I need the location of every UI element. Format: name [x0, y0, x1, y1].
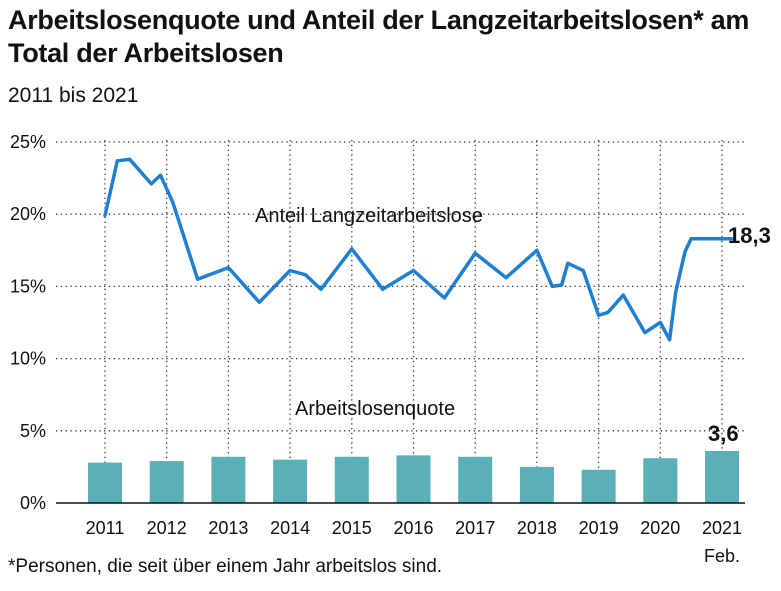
x-tick-label: 2019	[579, 518, 619, 538]
x-axis-ticks: 2011 2012 2013 2014 2015 2016 2017 2018 2019 2020…	[86, 518, 742, 566]
x-tick-label: 2014	[270, 518, 310, 538]
line-series-label: Anteil Langzeitarbeitslose	[255, 205, 483, 227]
y-tick-label: 5%	[20, 421, 46, 441]
bar-end-value-label: 3,6	[708, 421, 739, 446]
y-axis-ticks: 25% 20% 15% 10% 5% 0%	[10, 132, 46, 513]
x-tick-label: 2015	[332, 518, 372, 538]
bar-2011	[88, 462, 122, 503]
x-tick-label: 2018	[517, 518, 557, 538]
bar-2014	[273, 459, 308, 503]
footnote: *Personen, die seit über einem Jahr arbe…	[8, 556, 443, 577]
bar-2020	[643, 458, 678, 503]
bar-2015	[334, 456, 369, 503]
line-series-langzeit	[103, 157, 734, 342]
x-tick-label: 2017	[455, 518, 495, 538]
x-tick-label: 2016	[393, 518, 433, 538]
chart-title: Arbeitslosenquote und Anteil der Langzei…	[8, 5, 750, 68]
y-tick-label: 10%	[10, 349, 46, 369]
bar-2021	[705, 451, 739, 503]
y-tick-label: 20%	[10, 204, 46, 224]
x-tick-sublabel: Feb.	[704, 546, 740, 566]
chart-subtitle: 2011 bis 2021	[8, 84, 139, 107]
bar-2019	[581, 469, 616, 503]
y-tick-label: 25%	[10, 132, 46, 152]
bars	[88, 451, 739, 503]
bar-2017	[458, 456, 493, 503]
y-tick-label: 15%	[10, 276, 46, 296]
bar-2016	[396, 455, 431, 503]
line-end-value-label: 18,3	[728, 223, 771, 248]
x-tick-label: 2013	[208, 518, 248, 538]
grid-lines	[56, 140, 745, 503]
x-tick-label: 2011	[86, 518, 125, 538]
bar-2013	[211, 456, 246, 503]
x-tick-label: 2020	[640, 518, 680, 538]
bar-2018	[519, 466, 554, 503]
y-tick-label: 0%	[20, 493, 46, 513]
bar-series-label: Arbeitslosenquote	[295, 398, 455, 420]
bar-2012	[149, 461, 184, 503]
x-tick-label: 2012	[147, 518, 187, 538]
x-tick-label: 2021	[702, 518, 742, 538]
